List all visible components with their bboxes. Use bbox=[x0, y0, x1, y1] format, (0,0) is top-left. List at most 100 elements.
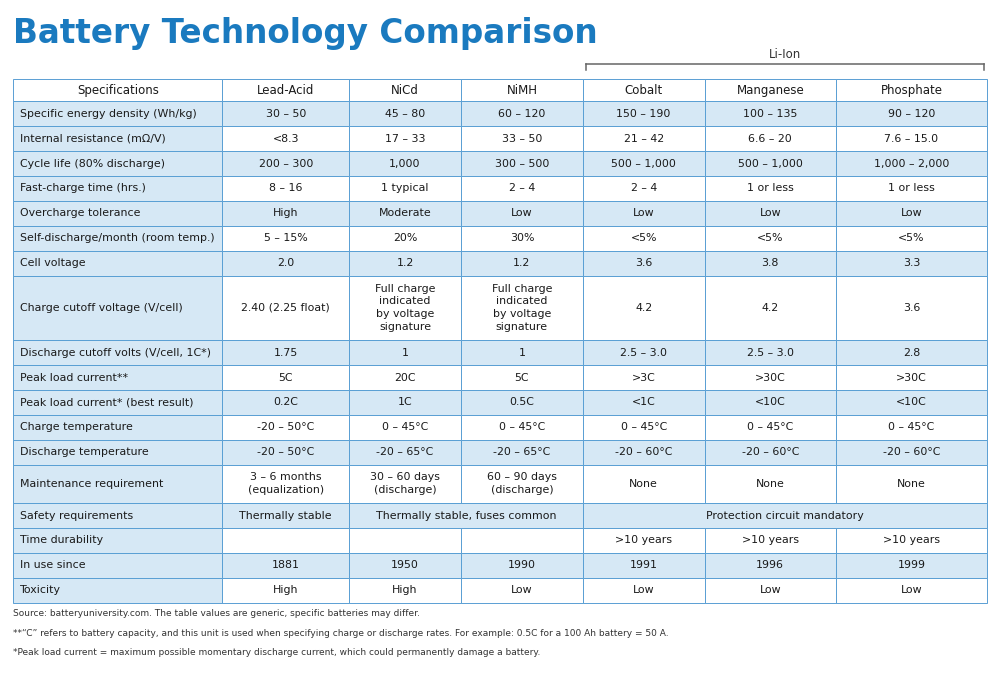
Bar bbox=[836, 176, 987, 201]
Text: Low: Low bbox=[759, 208, 781, 219]
Text: 0 – 45°C: 0 – 45°C bbox=[888, 422, 935, 432]
Bar bbox=[705, 440, 836, 464]
Text: None: None bbox=[756, 479, 785, 489]
Text: Low: Low bbox=[633, 585, 654, 595]
Bar bbox=[836, 101, 987, 126]
Bar bbox=[461, 390, 583, 415]
Text: Fast-charge time (hrs.): Fast-charge time (hrs.) bbox=[20, 183, 146, 193]
Text: 1 or less: 1 or less bbox=[888, 183, 935, 193]
Text: Overcharge tolerance: Overcharge tolerance bbox=[20, 208, 140, 219]
Bar bbox=[705, 577, 836, 603]
Bar bbox=[583, 101, 705, 126]
Text: 5C: 5C bbox=[278, 373, 293, 383]
Text: 1 typical: 1 typical bbox=[381, 183, 429, 193]
Text: Source: batteryuniversity.com. The table values are generic, specific batteries : Source: batteryuniversity.com. The table… bbox=[13, 609, 420, 618]
Text: -20 – 50°C: -20 – 50°C bbox=[257, 422, 314, 432]
Text: Toxicity: Toxicity bbox=[20, 585, 61, 595]
Bar bbox=[13, 340, 222, 365]
Bar bbox=[13, 464, 222, 503]
Bar bbox=[349, 528, 461, 553]
Bar bbox=[13, 79, 222, 101]
Bar bbox=[349, 101, 461, 126]
Bar bbox=[222, 226, 349, 251]
Text: 3.6: 3.6 bbox=[903, 303, 920, 313]
Bar bbox=[461, 226, 583, 251]
Bar bbox=[705, 226, 836, 251]
Text: 1.2: 1.2 bbox=[396, 258, 414, 268]
Text: 21 – 42: 21 – 42 bbox=[624, 133, 664, 144]
Text: Maintenance requirement: Maintenance requirement bbox=[20, 479, 163, 489]
Text: 1,000: 1,000 bbox=[389, 159, 421, 169]
Text: -20 – 60°C: -20 – 60°C bbox=[883, 447, 940, 457]
Bar bbox=[705, 365, 836, 390]
Bar bbox=[836, 528, 987, 553]
Text: Lead-Acid: Lead-Acid bbox=[257, 84, 314, 97]
Bar bbox=[349, 415, 461, 440]
Text: Cell voltage: Cell voltage bbox=[20, 258, 86, 268]
Text: >10 years: >10 years bbox=[615, 535, 672, 545]
Text: Low: Low bbox=[511, 208, 533, 219]
Bar bbox=[583, 251, 705, 276]
Bar bbox=[349, 390, 461, 415]
Text: 8 – 16: 8 – 16 bbox=[269, 183, 302, 193]
Text: 3.6: 3.6 bbox=[635, 258, 652, 268]
Text: Full charge
indicated
by voltage
signature: Full charge indicated by voltage signatu… bbox=[492, 284, 552, 332]
Bar bbox=[13, 390, 222, 415]
Bar bbox=[461, 79, 583, 101]
Bar bbox=[349, 79, 461, 101]
Text: NiCd: NiCd bbox=[391, 84, 419, 97]
Bar bbox=[836, 553, 987, 577]
Text: Low: Low bbox=[759, 585, 781, 595]
Bar bbox=[222, 577, 349, 603]
Bar bbox=[222, 365, 349, 390]
Text: 2.5 – 3.0: 2.5 – 3.0 bbox=[620, 348, 667, 358]
Bar bbox=[222, 201, 349, 226]
Bar bbox=[705, 528, 836, 553]
Bar bbox=[583, 553, 705, 577]
Text: 3.8: 3.8 bbox=[762, 258, 779, 268]
Bar bbox=[222, 251, 349, 276]
Text: Time durability: Time durability bbox=[20, 535, 103, 545]
Text: Discharge cutoff volts (V/cell, 1C*): Discharge cutoff volts (V/cell, 1C*) bbox=[20, 348, 211, 358]
Text: -20 – 65°C: -20 – 65°C bbox=[493, 447, 551, 457]
Text: None: None bbox=[629, 479, 658, 489]
Text: High: High bbox=[273, 585, 298, 595]
Bar bbox=[461, 464, 583, 503]
Text: Charge cutoff voltage (V/cell): Charge cutoff voltage (V/cell) bbox=[20, 303, 183, 313]
Text: 2 – 4: 2 – 4 bbox=[509, 183, 535, 193]
Bar bbox=[461, 340, 583, 365]
Text: 30%: 30% bbox=[510, 233, 534, 243]
Bar bbox=[222, 176, 349, 201]
Bar bbox=[836, 251, 987, 276]
Text: 500 – 1,000: 500 – 1,000 bbox=[611, 159, 676, 169]
Bar bbox=[349, 201, 461, 226]
Text: 60 – 90 days
(discharge): 60 – 90 days (discharge) bbox=[487, 473, 557, 495]
Text: *Peak load current = maximum possible momentary discharge current, which could p: *Peak load current = maximum possible mo… bbox=[13, 648, 540, 656]
Bar bbox=[705, 340, 836, 365]
Text: 0 – 45°C: 0 – 45°C bbox=[747, 422, 793, 432]
Text: 1996: 1996 bbox=[756, 560, 784, 571]
Bar bbox=[222, 390, 349, 415]
Bar bbox=[13, 126, 222, 151]
Text: >30C: >30C bbox=[755, 373, 786, 383]
Text: 150 – 190: 150 – 190 bbox=[616, 109, 671, 118]
Bar bbox=[705, 464, 836, 503]
Text: -20 – 65°C: -20 – 65°C bbox=[376, 447, 434, 457]
Text: 200 – 300: 200 – 300 bbox=[259, 159, 313, 169]
Bar bbox=[705, 415, 836, 440]
Bar bbox=[222, 553, 349, 577]
Bar bbox=[705, 79, 836, 101]
Bar bbox=[836, 126, 987, 151]
Text: 1950: 1950 bbox=[391, 560, 419, 571]
Text: 2.40 (2.25 float): 2.40 (2.25 float) bbox=[241, 303, 330, 313]
Text: Manganese: Manganese bbox=[736, 84, 804, 97]
Text: 1 or less: 1 or less bbox=[747, 183, 794, 193]
Bar bbox=[461, 553, 583, 577]
Text: In use since: In use since bbox=[20, 560, 86, 571]
Text: <1C: <1C bbox=[632, 398, 656, 407]
Text: 1999: 1999 bbox=[898, 560, 926, 571]
Text: Charge temperature: Charge temperature bbox=[20, 422, 133, 432]
Bar bbox=[222, 528, 349, 553]
Bar bbox=[461, 101, 583, 126]
Text: Low: Low bbox=[633, 208, 654, 219]
